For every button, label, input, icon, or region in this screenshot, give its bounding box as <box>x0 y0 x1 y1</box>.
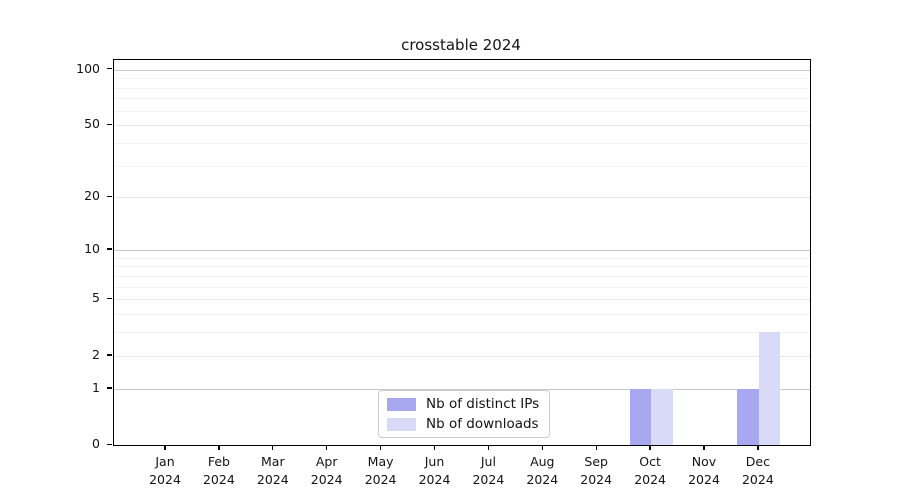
bar-oct-ips <box>629 388 652 445</box>
y-tick-label: 50 <box>84 116 100 132</box>
x-tick-mark <box>595 445 597 450</box>
y-tick-mark <box>107 387 112 389</box>
legend-swatch-downloads <box>387 417 416 431</box>
y-tick-label: 1 <box>92 379 100 395</box>
gridline-minor <box>114 78 810 80</box>
x-tick-label: Feb 2024 <box>202 454 235 488</box>
y-tick-mark <box>107 123 112 126</box>
legend-item-distinct-ips: Nb of distinct IPs <box>387 396 539 412</box>
x-tick-mark <box>757 445 759 450</box>
y-tick-label: 2 <box>92 346 100 362</box>
y-tick-label: 100 <box>76 60 100 76</box>
x-tick-mark <box>164 445 166 450</box>
y-tick-mark <box>107 297 112 300</box>
gridline-minor <box>114 142 810 144</box>
gridline-major <box>114 388 810 390</box>
gridline-minor <box>114 266 810 268</box>
y-tick-mark <box>107 195 112 198</box>
y-tick-label: 0 <box>92 436 100 451</box>
gridline-minor <box>114 286 810 288</box>
x-tick-label: Dec 2024 <box>741 454 774 488</box>
x-tick-label: Mar 2024 <box>256 454 289 488</box>
bar-oct-downloads <box>651 388 673 445</box>
legend-label: Nb of downloads <box>426 416 539 432</box>
gridline-minor <box>114 98 810 100</box>
y-tick-mark <box>107 354 112 356</box>
gridline-major <box>114 125 810 127</box>
x-tick-label: Aug 2024 <box>526 454 559 488</box>
x-tick-mark <box>487 445 490 450</box>
gridline-minor <box>114 332 810 334</box>
x-tick-mark <box>379 445 382 450</box>
x-tick-label: Jul 2024 <box>472 454 505 488</box>
x-tick-label: May 2024 <box>364 454 397 488</box>
x-tick-mark <box>541 445 543 450</box>
x-tick-mark <box>218 445 220 450</box>
bar-dec-ips <box>737 388 759 445</box>
legend-label: Nb of distinct IPs <box>426 396 540 412</box>
x-tick-label: Jan 2024 <box>149 454 181 488</box>
x-tick-mark <box>703 445 705 450</box>
legend: Nb of distinct IPs Nb of downloads <box>378 390 551 438</box>
y-tick-label: 20 <box>84 188 100 204</box>
plot-area <box>113 59 811 446</box>
x-tick-label: Oct 2024 <box>634 454 666 488</box>
gridline-major <box>114 197 810 199</box>
legend-item-downloads: Nb of downloads <box>387 416 539 432</box>
x-tick-label: Sep 2024 <box>580 454 613 488</box>
gridline-minor <box>114 165 810 167</box>
gridline-major <box>114 249 810 251</box>
x-tick-mark <box>649 445 651 450</box>
gridline-major <box>114 69 810 71</box>
gridline-minor <box>114 257 810 259</box>
chart-title: crosstable 2024 <box>401 36 521 54</box>
gridline-major <box>114 355 810 357</box>
y-tick-label: 10 <box>84 240 100 256</box>
gridline-minor <box>114 314 810 316</box>
gridline-minor <box>114 275 810 277</box>
x-tick-mark <box>272 445 274 450</box>
legend-swatch-ips <box>387 397 416 411</box>
gridline-major <box>114 299 810 301</box>
x-tick-label: Nov 2024 <box>688 454 720 488</box>
x-tick-mark <box>433 445 436 450</box>
x-tick-label: Apr 2024 <box>310 454 343 488</box>
y-tick-label: 5 <box>92 290 100 306</box>
y-tick-mark <box>107 68 112 70</box>
y-tick-mark <box>107 248 112 250</box>
x-tick-label: Jun 2024 <box>418 454 451 488</box>
gridline-minor <box>114 87 810 89</box>
y-tick-mark <box>107 443 112 445</box>
x-tick-mark <box>326 445 328 450</box>
bar-dec-downloads <box>758 332 781 445</box>
gridline-minor <box>114 110 810 112</box>
